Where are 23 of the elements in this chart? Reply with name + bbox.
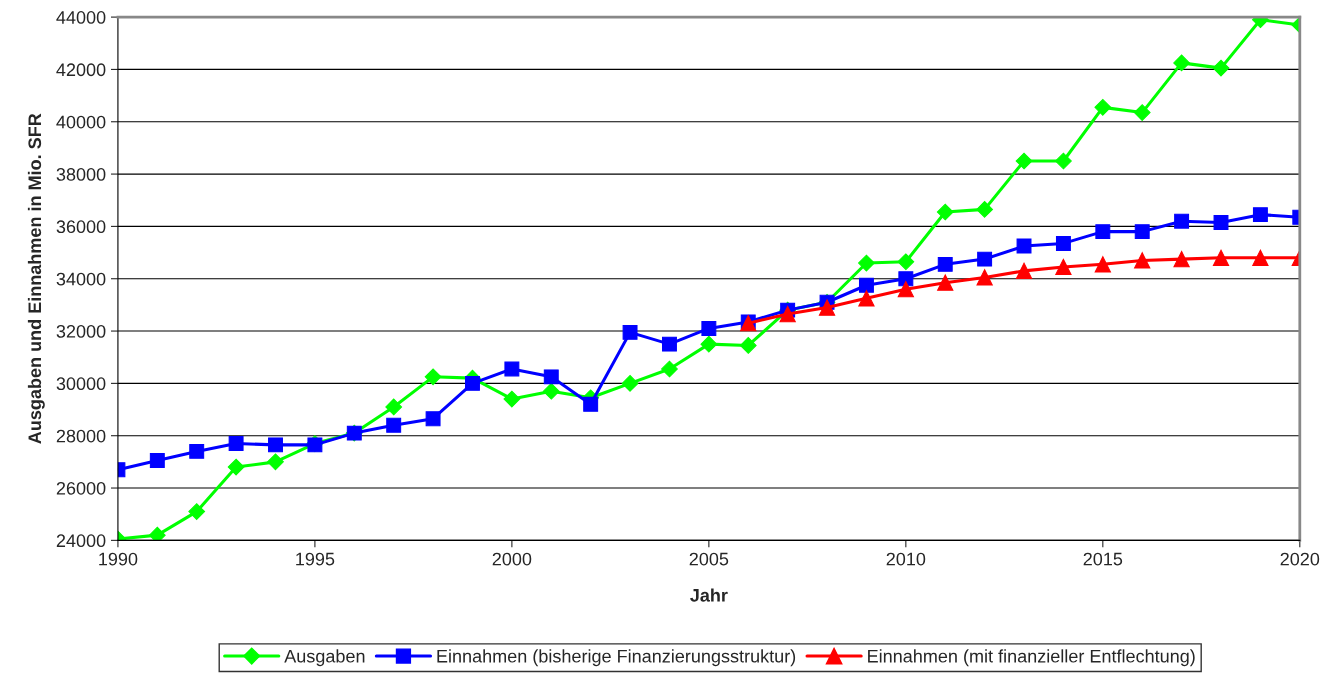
y-axis-title: Ausgaben und Einnahmen in Mio. SFR [27, 113, 45, 444]
legend-label: Einnahmen (mit finanzieller Entflechtung) [868, 649, 1195, 667]
y-tick-label: 28000 [56, 429, 106, 443]
x-tick-label: 1995 [296, 552, 335, 566]
y-tick-label: 36000 [56, 220, 106, 234]
y-tick-label: 44000 [56, 11, 106, 24]
y-tick-label: 42000 [56, 63, 106, 77]
y-tick-label: 30000 [56, 377, 106, 391]
y-tick-label: 26000 [56, 481, 106, 495]
x-tick-label: 2010 [886, 552, 926, 566]
y-tick-label: 24000 [56, 534, 106, 548]
x-tick-label: 2015 [1083, 552, 1123, 566]
y-tick-label: 32000 [56, 324, 106, 338]
x-axis-title: Jahr [690, 588, 728, 602]
x-tick-label: 2000 [492, 552, 532, 566]
x-tick-label: 1990 [99, 552, 138, 566]
legend-label: Ausgaben [284, 649, 365, 667]
x-tick-label: 2005 [689, 552, 729, 566]
x-tick-label: 2020 [1280, 552, 1320, 566]
y-tick-label: 40000 [56, 115, 106, 129]
y-tick-label: 38000 [56, 168, 106, 181]
y-tick-label: 34000 [56, 272, 106, 286]
legend-label: Einnahmen (bisherige Finanzierungsstruktur) [437, 649, 796, 667]
